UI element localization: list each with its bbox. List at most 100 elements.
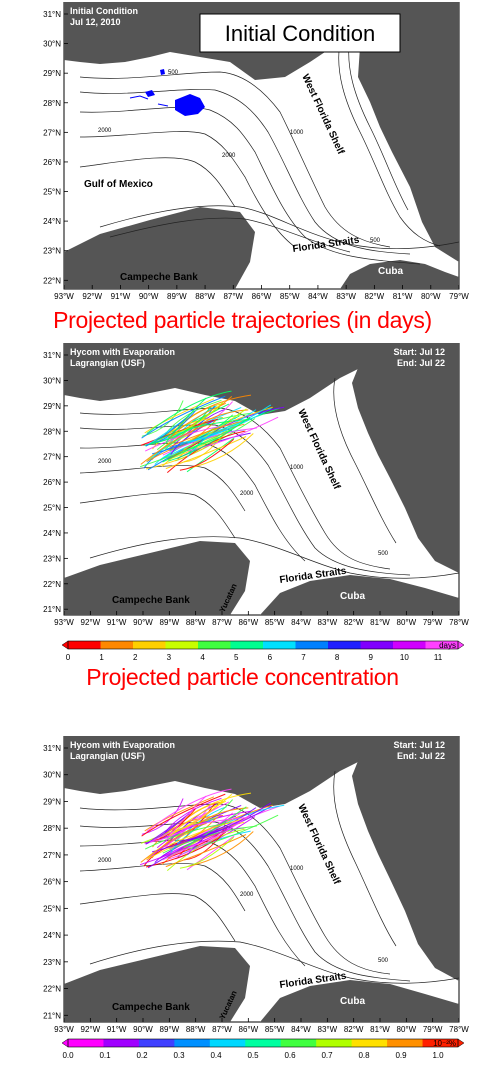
trajectory-line <box>175 401 224 435</box>
header-line-2: Lagrangian (USF) <box>70 751 145 761</box>
land-florida <box>352 756 459 981</box>
colorbar-swatch <box>351 1039 388 1047</box>
longitude-label: 82°W <box>365 292 385 301</box>
latitude-label: 21°N <box>43 1011 61 1020</box>
colorbar-tick: 0.9 <box>395 1051 407 1060</box>
land-cuba <box>340 260 459 289</box>
particle-concentration <box>139 788 285 871</box>
svg-text:500: 500 <box>378 551 389 557</box>
longitude-label: 90°W <box>133 1025 153 1034</box>
longitude-label: 90°W <box>133 618 153 627</box>
colorbar-tick: 4 <box>200 653 205 662</box>
colorbar-tick: 0.3 <box>173 1051 185 1060</box>
longitude-label: 89°W <box>167 292 187 301</box>
trajectory-line <box>186 409 249 437</box>
trajectory-line <box>165 436 247 470</box>
trajectory-line <box>188 831 254 867</box>
trajectory-line <box>170 419 215 455</box>
longitude-label: 81°W <box>370 618 390 627</box>
longitude-label: 83°W <box>318 618 338 627</box>
latitude-label: 21°N <box>43 605 61 614</box>
label-cuba: Cuba <box>340 591 365 602</box>
longitude-axis: 93°W 92°W 91°W 90°W 89°W 88°W 87°W 86°W 85°W 84°W… <box>54 1018 469 1034</box>
trajectory-line <box>146 788 232 832</box>
colorbar-swatch <box>263 641 296 649</box>
latitude-label: 24°N <box>43 931 61 940</box>
header-line-1: Hycom with Evaporation <box>70 740 175 750</box>
title-box <box>199 13 401 53</box>
latitude-label: 28°N <box>43 99 61 108</box>
svg-text:500: 500 <box>168 70 179 76</box>
land-cuba <box>260 575 459 615</box>
header-line-2: Lagrangian (USF) <box>70 358 145 368</box>
trajectory-line <box>179 438 235 471</box>
longitude-label: 88°W <box>186 1025 206 1034</box>
colorbar-tick: 1.0 <box>432 1051 444 1060</box>
colorbar-swatch <box>393 641 426 649</box>
trajectory-line <box>186 807 249 835</box>
land-cuba <box>260 980 459 1022</box>
trajectory-map: Hycom with Evaporation Lagrangian (USF) … <box>43 343 469 662</box>
colorbar-tick: 0.0 <box>62 1051 74 1060</box>
longitude-label: 79°W <box>423 1025 443 1034</box>
longitude-label: 85°W <box>265 1025 285 1034</box>
latitude-label: 31°N <box>43 351 61 360</box>
colorbar-swatch <box>100 641 134 649</box>
latitude-label: 25°N <box>43 504 61 513</box>
trajectory-line <box>165 397 207 443</box>
latitude-label: 22°N <box>43 580 61 589</box>
colorbar-swatch <box>198 641 231 649</box>
svg-text:2000: 2000 <box>240 491 254 497</box>
boxed-title: Initial Condition <box>225 21 375 46</box>
svg-text:1000: 1000 <box>290 130 304 136</box>
header-line-1: Initial Condition <box>70 6 138 16</box>
latitude-label: 23°N <box>43 958 61 967</box>
svg-text:1000: 1000 <box>290 866 304 872</box>
longitude-label: 82°W <box>344 1025 364 1034</box>
land-north <box>64 736 459 808</box>
colorbar-swatch <box>133 641 166 649</box>
latitude-label: 26°N <box>43 158 61 167</box>
header-line-1: Hycom with Evaporation <box>70 347 175 357</box>
longitude-label: 79°W <box>449 292 469 301</box>
bathymetry-contours <box>79 36 460 265</box>
trajectory-line <box>179 807 257 842</box>
trajectory-line <box>139 822 241 866</box>
svg-text:500: 500 <box>378 958 389 964</box>
trajectory-line <box>141 395 226 439</box>
colorbar-swatch <box>68 1039 104 1047</box>
end-date: End: Jul 22 <box>397 358 445 368</box>
colorbar-tick: 8 <box>335 653 340 662</box>
longitude-label: 93°W <box>54 1025 74 1034</box>
latitude-label: 29°N <box>43 402 61 411</box>
start-date: Start: Jul 12 <box>393 740 445 750</box>
latitude-label: 30°N <box>43 376 61 385</box>
trajectory-line <box>141 793 226 837</box>
trajectory-line <box>168 814 251 860</box>
contour-labels: 500 1000 2000 2000 500 <box>98 70 381 244</box>
end-date: End: Jul 22 <box>397 751 445 761</box>
longitude-label: 92°W <box>82 292 102 301</box>
trajectory-line <box>168 416 251 462</box>
trajectory-line <box>186 814 279 850</box>
colorbar-swatch <box>422 1039 459 1047</box>
colorbar-swatch <box>295 641 329 649</box>
colorbar-tick: 0.7 <box>321 1051 333 1060</box>
colorbar-max-arrow <box>457 640 465 650</box>
land-north <box>64 343 459 415</box>
trajectory-line <box>169 419 248 448</box>
trajectory-line <box>146 815 223 861</box>
svg-text:2000: 2000 <box>222 153 236 159</box>
trajectory-line <box>162 427 257 456</box>
latitude-label: 23°N <box>43 247 61 256</box>
latitude-label: 23°N <box>43 554 61 563</box>
colorbar-tick: 2 <box>133 653 138 662</box>
contour-labels: 500 2000 2000 1000 <box>98 858 389 964</box>
colorbar-swatch <box>230 641 264 649</box>
colorbar-tick: 0.2 <box>136 1051 148 1060</box>
longitude-label: 84°W <box>291 1025 311 1034</box>
trajectory-line <box>168 396 233 439</box>
longitude-label: 81°W <box>393 292 413 301</box>
longitude-label: 85°W <box>280 292 300 301</box>
colorbar-tick: 3 <box>167 653 172 662</box>
